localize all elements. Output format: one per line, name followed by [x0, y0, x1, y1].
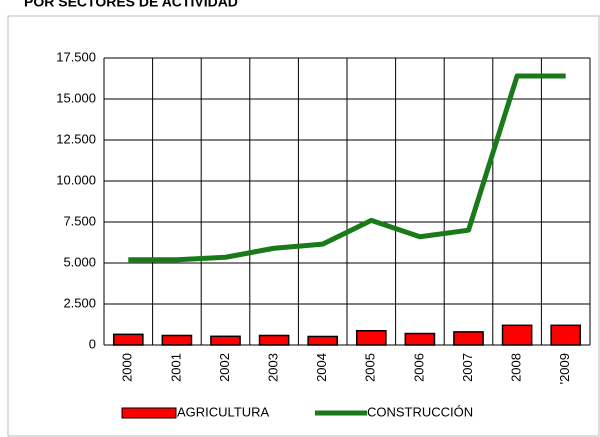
y-tick-label: 10.000 [56, 172, 96, 187]
y-tick-label: 15.000 [56, 90, 96, 105]
x-tick-label: 2001 [168, 353, 183, 382]
x-tick-label: '2009 [557, 353, 572, 384]
x-tick-label: 2008 [509, 353, 524, 382]
chart-frame [7, 15, 600, 437]
x-tick-label: 2007 [460, 353, 475, 382]
chart-title: POR SECTORES DE ACTIVIDAD [24, 0, 238, 10]
bar [210, 335, 241, 346]
x-tick-label: 2000 [120, 353, 135, 382]
x-tick-label: 2004 [314, 353, 329, 382]
bar [161, 334, 193, 346]
y-tick-label: 17.500 [56, 49, 96, 64]
x-tick-label: 2006 [411, 353, 426, 382]
y-tick-label: 12.500 [56, 131, 96, 146]
bar [550, 324, 582, 346]
bar [453, 331, 484, 346]
legend-label: CONSTRUCCIÓN [367, 404, 473, 419]
y-tick-label: 5.000 [63, 254, 96, 269]
x-tick-label: 2002 [217, 353, 232, 382]
bar [355, 329, 387, 346]
bar [307, 335, 339, 346]
legend-swatch [121, 407, 177, 419]
bar [501, 324, 533, 346]
y-tick-label: 7.500 [63, 213, 96, 228]
y-tick-label: 0 [89, 336, 96, 351]
legend-label: AGRICULTURA [177, 404, 270, 419]
bar [258, 334, 290, 346]
bar [112, 333, 144, 346]
x-tick-label: 2005 [363, 353, 378, 382]
line [128, 73, 566, 263]
x-tick-label: 2003 [266, 353, 281, 382]
bar [404, 332, 436, 346]
y-tick-label: 2.500 [63, 295, 96, 310]
